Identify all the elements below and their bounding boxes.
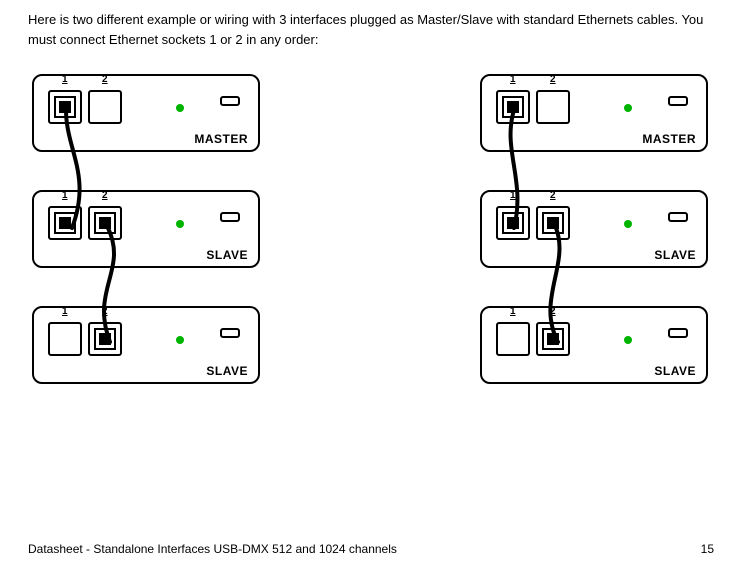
ethernet-port-2 (88, 322, 122, 356)
port-label-2: 2 (102, 74, 108, 85)
slot-icon (220, 96, 240, 106)
port-label-2: 2 (550, 190, 556, 201)
port-label-2: 2 (550, 306, 556, 317)
port-label-1: 1 (62, 190, 68, 201)
status-led-icon (176, 220, 184, 228)
port-label-2: 2 (102, 306, 108, 317)
device-master: 1 2 MASTER (480, 74, 708, 152)
status-led-icon (624, 220, 632, 228)
device-slave: 1 2 SLAVE (32, 306, 260, 384)
port-label-1: 1 (510, 190, 516, 201)
device-role-label: SLAVE (206, 364, 248, 378)
device-role-label: MASTER (194, 132, 248, 146)
footer: Datasheet - Standalone Interfaces USB-DM… (28, 542, 714, 556)
device-master: 1 2 MASTER (32, 74, 260, 152)
ethernet-port-2 (88, 206, 122, 240)
status-led-icon (624, 104, 632, 112)
device-role-label: MASTER (642, 132, 696, 146)
status-led-icon (176, 104, 184, 112)
page-number: 15 (701, 542, 714, 556)
device-slave: 1 2 SLAVE (480, 190, 708, 268)
wiring-column-right: 1 2 MASTER 1 2 SLAVE 1 2 SLAVE (480, 74, 720, 422)
device-role-label: SLAVE (654, 364, 696, 378)
status-led-icon (624, 336, 632, 344)
ethernet-port-1 (48, 90, 82, 124)
ethernet-port-1 (496, 206, 530, 240)
slot-icon (668, 96, 688, 106)
port-label-2: 2 (102, 190, 108, 201)
device-slave: 1 2 SLAVE (480, 306, 708, 384)
ethernet-port-2 (536, 90, 570, 124)
slot-icon (220, 328, 240, 338)
wiring-column-left: 1 2 MASTER 1 2 SLAVE 1 2 SLAVE (32, 74, 272, 422)
ethernet-port-1 (496, 322, 530, 356)
ethernet-port-2 (536, 322, 570, 356)
footer-text: Datasheet - Standalone Interfaces USB-DM… (28, 542, 397, 556)
port-label-2: 2 (550, 74, 556, 85)
device-role-label: SLAVE (206, 248, 248, 262)
ethernet-port-1 (496, 90, 530, 124)
ethernet-port-2 (88, 90, 122, 124)
port-label-1: 1 (510, 74, 516, 85)
device-role-label: SLAVE (654, 248, 696, 262)
slot-icon (668, 212, 688, 222)
port-label-1: 1 (510, 306, 516, 317)
slot-icon (220, 212, 240, 222)
slot-icon (668, 328, 688, 338)
intro-text: Here is two different example or wiring … (28, 10, 708, 49)
port-label-1: 1 (62, 74, 68, 85)
ethernet-port-2 (536, 206, 570, 240)
device-slave: 1 2 SLAVE (32, 190, 260, 268)
ethernet-port-1 (48, 322, 82, 356)
port-label-1: 1 (62, 306, 68, 317)
ethernet-port-1 (48, 206, 82, 240)
status-led-icon (176, 336, 184, 344)
